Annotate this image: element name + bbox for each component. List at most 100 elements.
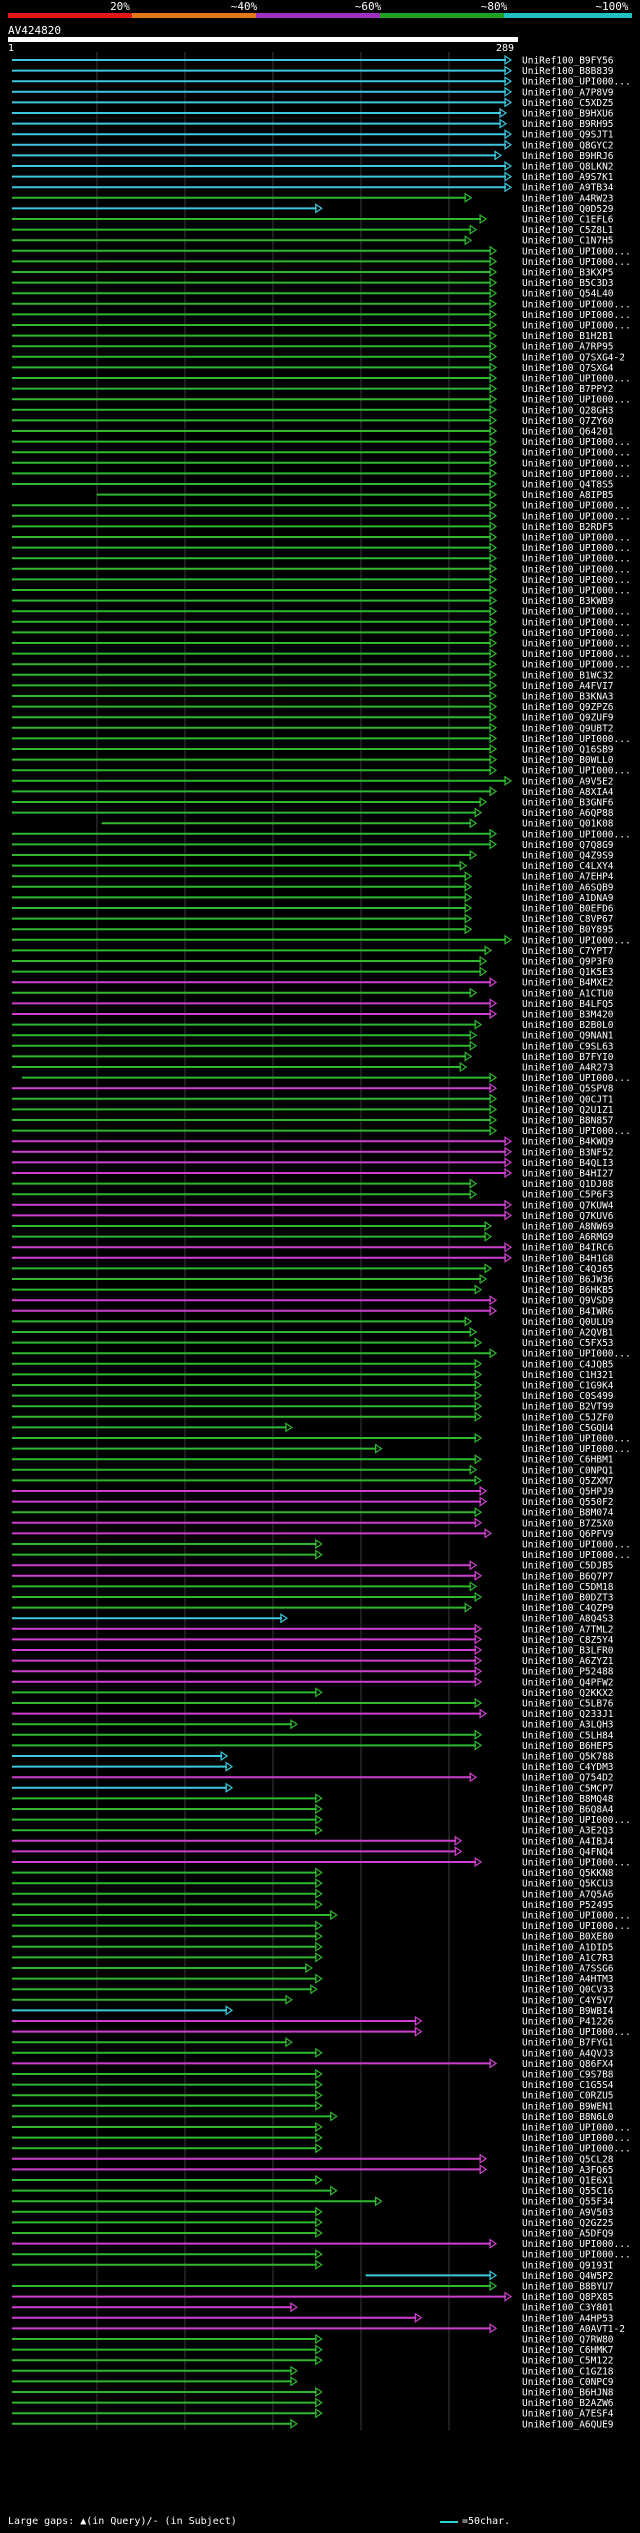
hit-row: UniRef100_C5DJB5 <box>12 1560 614 1572</box>
hit-row: UniRef100_B5C3D3 <box>12 277 614 289</box>
hit-arrow <box>315 2100 323 2111</box>
hit-label: UniRef100_B1H2B1 <box>522 331 614 342</box>
hit-row: UniRef100_C9S7B8 <box>12 2068 614 2081</box>
hit-row: UniRef100_UPI000... <box>12 531 631 544</box>
hit-arrow <box>315 2047 323 2058</box>
identity-scale: 20% ~40% ~60% ~80% ~100% <box>8 0 632 24</box>
hit-arrow <box>474 1379 483 1391</box>
hit-arrow <box>414 2312 423 2323</box>
hit-label: UniRef100_Q5K788 <box>522 1752 614 1763</box>
query-end: 289 <box>496 43 515 54</box>
hit-arrow <box>290 2302 298 2313</box>
hit-row: UniRef100_UPI000... <box>12 76 631 88</box>
hit-arrow <box>464 1602 473 1613</box>
query-bar <box>8 37 518 42</box>
hit-row: UniRef100_Q7SXG4-2 <box>12 351 625 363</box>
hit-arrow <box>489 2238 498 2249</box>
hit-label: UniRef100_A7Q5A6 <box>522 1889 614 1900</box>
hit-label: UniRef100_UPI000... <box>522 628 631 639</box>
hit-arrow <box>479 2153 488 2164</box>
hit-row: UniRef100_Q55C16 <box>12 2185 614 2197</box>
hit-row: UniRef100_UPI000... <box>12 648 631 660</box>
hit-label: UniRef100_UPI000... <box>522 543 631 554</box>
hit-row: UniRef100_Q9P3F0 <box>12 955 614 968</box>
hit-arrow <box>225 1782 234 1793</box>
hit-row: UniRef100_Q64201 <box>12 425 614 438</box>
hit-arrow <box>315 203 323 214</box>
hit-label: UniRef100_B3KWB9 <box>522 596 614 607</box>
hit-arrow <box>459 860 468 871</box>
hit-row: UniRef100_UPI000... <box>12 2143 631 2155</box>
hit-row: UniRef100_A1DNA9 <box>12 892 614 904</box>
hit-row: UniRef100_Q4Z9S9 <box>12 849 614 862</box>
legend: Large gaps: ▲(in Query)/- (in Subject) =… <box>0 2512 640 2533</box>
hit-row: UniRef100_UPI000... <box>12 1348 631 1360</box>
hit-label: UniRef100_C0S499 <box>522 1391 614 1402</box>
hit-row: UniRef100_UPI000... <box>12 2249 631 2261</box>
hit-row: UniRef100_C0NPQ1 <box>12 1464 614 1476</box>
hit-row: UniRef100_Q9NAN1 <box>12 1030 614 1042</box>
hit-row: UniRef100_Q5KKN8 <box>12 1867 614 1879</box>
hit-arrow <box>489 680 498 691</box>
hit-row: UniRef100_B4MXE2 <box>12 977 614 989</box>
hit-row: UniRef100_B1WC32 <box>12 669 614 681</box>
hit-row: UniRef100_A4QVJ3 <box>12 2047 614 2059</box>
hit-arrow <box>489 743 498 755</box>
hit-row: UniRef100_C5XDZ5 <box>12 97 614 109</box>
hit-arrow <box>489 415 498 426</box>
hit-row: UniRef100_UPI000... <box>12 1909 631 1922</box>
hit-row: UniRef100_C5DM18 <box>12 1581 614 1593</box>
hit-label: UniRef100_Q4PFW2 <box>522 1677 614 1688</box>
hit-arrow <box>489 447 498 458</box>
query-id: AV424820 <box>8 24 61 37</box>
hit-arrow <box>469 1581 478 1592</box>
hit-label: UniRef100_Q9193I <box>522 2260 614 2271</box>
hit-arrow <box>504 1146 513 1157</box>
hit-label: UniRef100_C4LXY4 <box>522 861 614 872</box>
scale-label-40: ~40% <box>230 0 258 13</box>
hit-row: UniRef100_Q9ZPZ6 <box>12 701 614 713</box>
hit-arrow <box>489 606 498 617</box>
hit-label: UniRef100_B8B839 <box>522 66 614 77</box>
hit-arrow <box>479 213 488 225</box>
hit-label: UniRef100_UPI000... <box>522 2239 631 2250</box>
hit-row: UniRef100_B9WEN1 <box>12 2100 614 2112</box>
hit-label: UniRef100_B8MQ48 <box>522 1794 614 1805</box>
hit-label: UniRef100_Q7SXG4 <box>522 363 614 374</box>
hit-label: UniRef100_Q1DJ08 <box>522 1179 614 1190</box>
hit-row: UniRef100_P52488 <box>12 1666 614 1678</box>
hit-row: UniRef100_UPI000... <box>12 500 631 512</box>
hit-label: UniRef100_A9TB34 <box>522 183 614 194</box>
hit-row: UniRef100_Q5CL28 <box>12 2153 614 2165</box>
hit-label: UniRef100_A7P8V9 <box>522 87 614 98</box>
hit-arrow <box>315 2068 323 2080</box>
hit-arrow <box>469 1326 478 1338</box>
hit-arrow <box>315 2174 323 2186</box>
hit-row: UniRef100_Q5SPV8 <box>12 1083 614 1095</box>
hit-label: UniRef100_UPI000... <box>522 395 631 406</box>
hit-row: UniRef100_Q2U1Z1 <box>12 1104 614 1116</box>
hit-label: UniRef100_C5M122 <box>522 2356 614 2367</box>
hit-label: UniRef100_Q1E6X1 <box>522 2176 614 2187</box>
hit-row: UniRef100_Q4FNQ4 <box>12 1846 614 1858</box>
hit-label: UniRef100_C5JZF0 <box>522 1412 614 1423</box>
hit-label: UniRef100_B6Q7P7 <box>522 1571 614 1582</box>
hit-label: UniRef100_UPI000... <box>522 1349 631 1360</box>
hit-arrow <box>315 1973 323 1984</box>
hit-label: UniRef100_A6ZYZ1 <box>522 1656 614 1667</box>
hit-label: UniRef100_UPI000... <box>522 829 631 840</box>
hit-label: UniRef100_B5C3D3 <box>522 278 614 289</box>
hit-label: UniRef100_A1DNA9 <box>522 893 614 904</box>
hit-row: UniRef100_B0Y895 <box>12 924 614 936</box>
hit-row: UniRef100_C5LB76 <box>12 1697 614 1710</box>
hit-row: UniRef100_C1G5S4 <box>12 2079 614 2091</box>
hit-arrow <box>489 1125 498 1136</box>
hit-arrow <box>489 436 498 447</box>
hit-row: UniRef100_Q54L40 <box>12 288 614 300</box>
hit-label: UniRef100_B6HEP5 <box>522 1741 614 1752</box>
hit-arrow <box>489 277 498 288</box>
hit-row: UniRef100_P41226 <box>12 2015 614 2028</box>
hit-label: UniRef100_A4FVI7 <box>522 681 614 692</box>
hit-arrow <box>489 1295 498 1306</box>
hit-arrow <box>474 1507 483 1518</box>
